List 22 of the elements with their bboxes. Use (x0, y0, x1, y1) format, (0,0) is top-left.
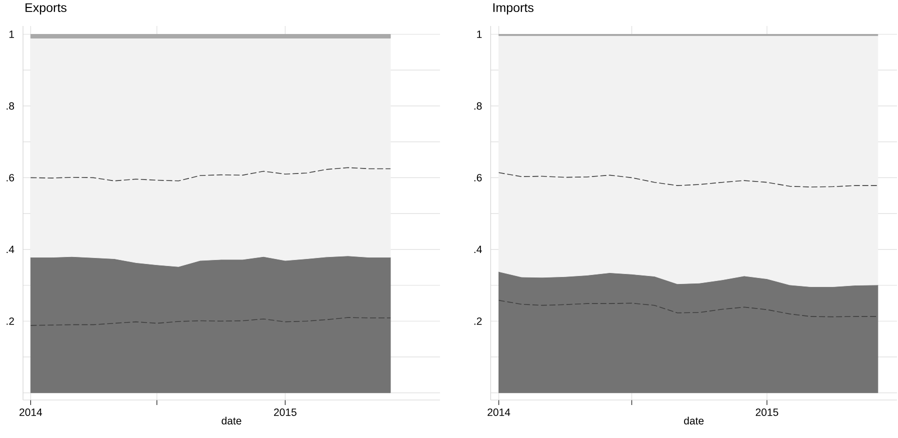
x-tick-label: 2015 (274, 408, 296, 416)
y-tick-label: .6 (474, 174, 482, 182)
x-axis-title: date (222, 416, 242, 425)
chart-title: Exports (26, 3, 66, 15)
line-series (30, 317, 391, 326)
y-tick-label: .8 (6, 102, 14, 110)
y-tick-label: .8 (474, 102, 482, 110)
y-tick-label: 1 (9, 30, 14, 38)
x-tick-label: 2014 (488, 408, 510, 416)
y-tick-label: .2 (474, 317, 482, 325)
x-tick-label: 2015 (756, 408, 778, 416)
chart-title: Imports (493, 3, 534, 15)
y-tick-label: .4 (474, 246, 482, 254)
line-series (498, 300, 878, 318)
y-tick-label: .4 (6, 246, 14, 254)
line-series (498, 172, 878, 188)
x-axis-title: date (684, 416, 704, 425)
line-series (30, 167, 391, 182)
x-tick-label: 2014 (20, 408, 42, 416)
y-tick-label: .2 (6, 317, 14, 325)
y-tick-label: .6 (6, 174, 14, 182)
y-tick-label: 1 (477, 30, 482, 38)
